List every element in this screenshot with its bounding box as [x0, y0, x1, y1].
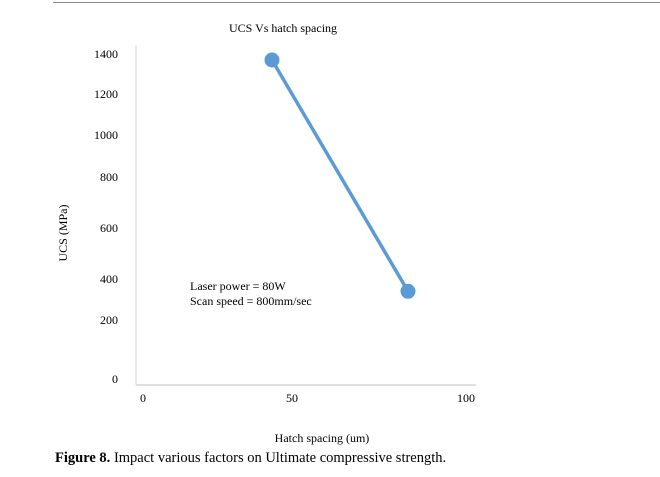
x-axis-label: Hatch spacing (um) [275, 431, 370, 445]
y-tick-label-600: 600 [100, 221, 118, 235]
y-tick-label-800: 800 [100, 170, 118, 184]
y-tick-label-1200: 1200 [94, 87, 118, 101]
y-tick-label-1000: 1000 [94, 128, 118, 142]
series-0-line [270, 59, 410, 293]
x-tick-label-50: 50 [286, 391, 298, 405]
y-tick-label-400: 400 [100, 272, 118, 286]
top-rule [53, 2, 660, 3]
caption-label: Figure 8. [55, 450, 111, 466]
data-point-80 [400, 283, 416, 299]
y-tick-label-1400: 1400 [94, 47, 118, 61]
y-tick-labels: 0 200 400 600 800 1000 1200 1400 [94, 47, 118, 386]
y-tick-label-0: 0 [112, 372, 118, 386]
data-point-40 [264, 52, 280, 68]
annotation-laser-power: Laser power = 80W [190, 279, 286, 293]
series-layer [264, 52, 416, 299]
y-axis-label: UCS (MPa) [56, 204, 70, 261]
x-tick-label-0: 0 [140, 391, 146, 405]
chart-title: UCS Vs hatch spacing [229, 21, 337, 35]
y-tick-label-200: 200 [100, 313, 118, 327]
ucs-chart: UCS Vs hatch spacing 0200400600800100012… [56, 21, 476, 445]
caption-text: Impact various factors on Ultimate compr… [110, 450, 447, 466]
annotation-scan-speed: Scan speed = 800mm/sec [190, 294, 312, 308]
x-tick-label-100: 100 [457, 391, 475, 405]
x-tick-labels: 0 50 100 [140, 391, 475, 405]
figure-caption: Figure 8. Impact various factors on Ulti… [55, 450, 446, 467]
